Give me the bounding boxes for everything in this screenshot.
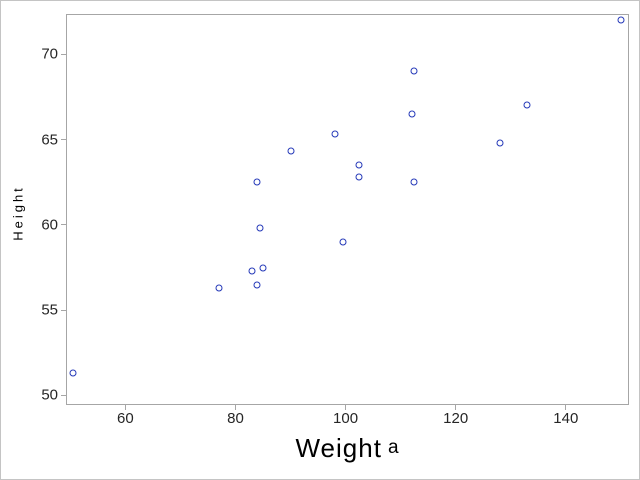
x-axis-tick-label: 80 (227, 410, 244, 427)
scatter-point (355, 173, 363, 181)
scatter-point (410, 67, 418, 75)
x-axis-label: Weight a (295, 435, 398, 461)
scatter-point (287, 147, 295, 155)
scatter-point (355, 161, 363, 169)
y-axis-tick-label: 65 (41, 131, 58, 149)
x-axis-tick-label: 140 (553, 410, 579, 427)
y-axis-tick (61, 139, 67, 141)
y-axis-tick-label: 50 (41, 386, 58, 404)
scatter-point (215, 284, 223, 292)
scatter-point (617, 16, 625, 24)
scatter-point (496, 139, 504, 147)
x-axis-tick (234, 404, 236, 410)
scatter-point (253, 281, 261, 289)
x-axis-tick-label: 100 (333, 410, 359, 427)
scatter-point (331, 130, 339, 138)
y-axis-tick-label: 60 (41, 216, 58, 234)
x-axis-tick (124, 404, 126, 410)
y-axis-tick (61, 53, 67, 55)
x-axis-label-text: Weight (295, 433, 382, 463)
scatter-point (69, 369, 77, 377)
x-axis-label-superscript: a (387, 437, 399, 458)
x-axis-tick-label: 120 (443, 410, 469, 427)
y-axis-label: Height (10, 185, 26, 241)
x-axis-tick-label: 60 (117, 410, 134, 427)
scatter-point (256, 224, 264, 232)
scatter-point (253, 178, 261, 186)
scatter-point (523, 101, 531, 109)
y-axis-tick (61, 394, 67, 396)
scatter-point (259, 264, 267, 271)
x-axis-tick (565, 404, 567, 410)
x-axis-tick (345, 404, 347, 410)
y-axis-tick (61, 309, 67, 311)
y-axis-tick-label: 70 (41, 45, 58, 63)
y-axis-tick (61, 224, 67, 226)
scatter-point (248, 267, 256, 275)
scatter-point (408, 110, 416, 118)
plot-area: 60 80 100 120 140 50 55 60 65 70 (41, 14, 629, 426)
y-axis-tick-label: 55 (41, 301, 58, 319)
scatter-point (339, 238, 347, 246)
scatter-point (410, 178, 418, 186)
x-axis-tick (455, 404, 457, 410)
